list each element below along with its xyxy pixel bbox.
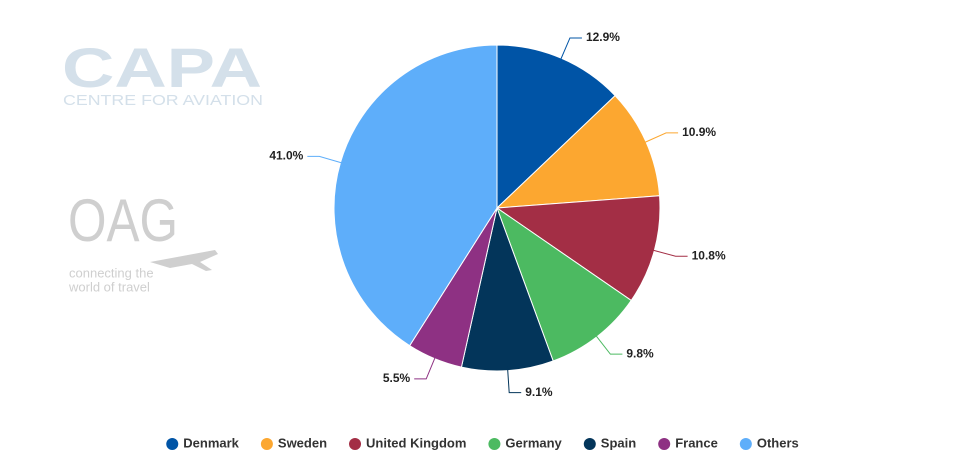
leader-line: [414, 354, 437, 380]
legend-marker: [349, 438, 362, 450]
legend-label: Others: [757, 435, 799, 450]
legend-label: Denmark: [183, 435, 239, 450]
legend-marker: [658, 438, 671, 450]
legend-label: United Kingdom: [366, 435, 466, 450]
legend-marker: [739, 438, 752, 450]
oag-logo: OAG connecting the world of travel: [68, 187, 218, 294]
logo-tagline: connecting the: [69, 265, 154, 280]
capa-logo: CAPA CENTRE FOR AVIATION: [62, 36, 263, 109]
legend-marker: [583, 438, 596, 450]
data-label: 10.9%: [682, 125, 716, 139]
plane-icon: [150, 250, 218, 271]
data-label: 12.9%: [586, 30, 620, 44]
data-label: 9.8%: [626, 346, 654, 360]
legend: Denmark Sweden United Kingdom Germany Spain F…: [166, 435, 799, 450]
legend-label: Sweden: [278, 435, 327, 450]
leader-line: [594, 333, 623, 355]
legend-marker: [260, 438, 273, 450]
logo-tagline: world of travel: [68, 279, 150, 294]
data-label: 9.1%: [525, 385, 553, 399]
legend-marker: [488, 438, 501, 450]
legend-label: France: [675, 435, 718, 450]
legend-label: Spain: [601, 435, 636, 450]
data-label: 41.0%: [269, 149, 303, 163]
leader-line: [307, 155, 345, 165]
leader-line: [650, 248, 688, 257]
legend-marker: [166, 438, 179, 450]
legend-label: Germany: [505, 435, 562, 450]
data-label: 10.8%: [692, 248, 726, 262]
leader-line: [506, 366, 522, 394]
leader-line: [642, 132, 679, 144]
leader-line: [559, 37, 582, 63]
logo-text: CAPA: [62, 36, 262, 99]
logo-tagline: CENTRE FOR AVIATION: [63, 92, 263, 109]
data-label: 5.5%: [383, 371, 411, 385]
logo-text: OAG: [68, 187, 178, 254]
